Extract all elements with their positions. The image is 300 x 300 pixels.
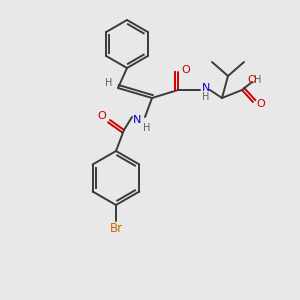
- Text: H: H: [105, 78, 113, 88]
- Text: O: O: [182, 65, 190, 75]
- Text: H: H: [143, 123, 151, 133]
- Text: Br: Br: [110, 221, 123, 235]
- Text: N: N: [133, 115, 141, 125]
- Text: O: O: [256, 99, 266, 109]
- Text: H: H: [202, 92, 210, 102]
- Text: H: H: [254, 75, 262, 85]
- Text: N: N: [202, 83, 210, 93]
- Text: O: O: [98, 111, 106, 121]
- Text: O: O: [248, 75, 256, 85]
